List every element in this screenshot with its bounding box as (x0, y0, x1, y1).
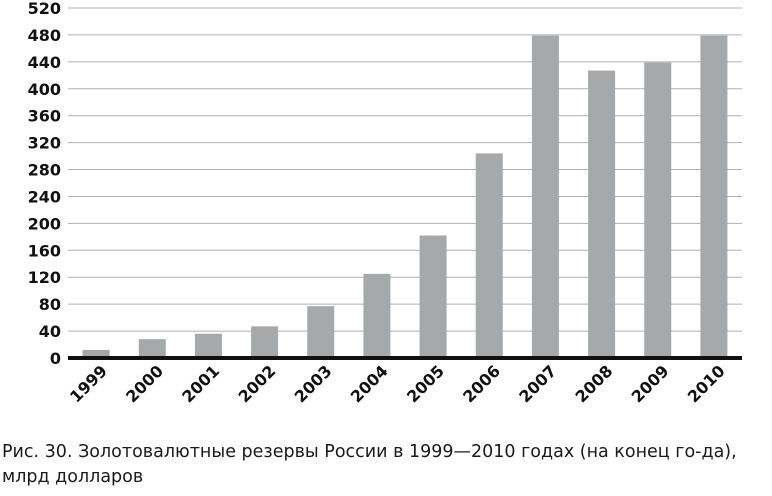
x-tick-label: 2000 (122, 361, 167, 406)
bar-2006 (475, 153, 503, 358)
y-tick-label: 80 (39, 295, 61, 314)
bar-2002 (251, 326, 279, 358)
x-tick-label: 2010 (684, 361, 729, 406)
bar-1999 (82, 349, 110, 358)
x-tick-label: 2003 (291, 361, 336, 406)
bar-2010 (700, 35, 728, 358)
y-axis-ticks: 0 40 80 120 160 200 240 280 320 360 400 440 480 520 (28, 0, 61, 368)
x-axis-ticks: 1999 2000 2001 2002 2003 2004 2005 2006 2007 2008… (66, 361, 729, 406)
bar-2003 (307, 306, 335, 358)
x-tick-label: 2001 (178, 361, 223, 406)
y-tick-label: 200 (28, 214, 61, 233)
y-tick-label: 400 (28, 80, 61, 99)
x-tick-label: 2002 (234, 361, 279, 406)
x-tick-label: 2005 (403, 361, 448, 406)
y-tick-label: 480 (28, 26, 61, 45)
bar-2000 (138, 339, 166, 358)
y-tick-label: 440 (28, 53, 61, 72)
y-tick-label: 320 (28, 134, 61, 153)
x-tick-label: 2009 (628, 361, 673, 406)
x-tick-label: 2007 (515, 361, 560, 406)
y-tick-label: 40 (39, 322, 61, 341)
y-tick-label: 360 (28, 107, 61, 126)
bar-2001 (194, 333, 222, 358)
bar-2008 (588, 70, 616, 358)
x-tick-label: 2008 (571, 361, 616, 406)
bar-2007 (531, 35, 559, 358)
figure-caption: Рис. 30. Золотовалютные резервы России в… (2, 442, 737, 487)
gridlines (68, 7, 742, 332)
bar-chart: 0 40 80 120 160 200 240 280 320 360 400 440 480 520 1… (28, 0, 742, 406)
y-tick-label: 120 (28, 268, 61, 287)
y-tick-label: 280 (28, 161, 61, 180)
y-tick-label: 0 (50, 349, 61, 368)
y-tick-label: 520 (28, 0, 61, 18)
x-tick-label: 2004 (347, 361, 392, 406)
x-tick-label: 1999 (66, 361, 111, 406)
bars (82, 35, 728, 359)
bar-2005 (419, 235, 447, 358)
y-tick-label: 160 (28, 241, 61, 260)
bar-2009 (644, 62, 672, 359)
y-tick-label: 240 (28, 187, 61, 206)
x-tick-label: 2006 (459, 361, 504, 406)
bar-2004 (363, 273, 391, 358)
